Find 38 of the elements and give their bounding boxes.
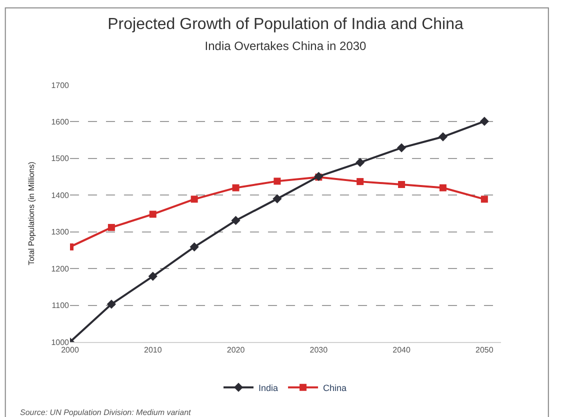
x-tick-label: 2000 <box>61 346 80 355</box>
point <box>190 196 198 203</box>
point <box>232 184 240 192</box>
legend-label: India <box>258 382 278 393</box>
point <box>396 143 406 152</box>
point <box>108 224 115 231</box>
y-tick-label: 1700 <box>51 80 70 90</box>
point <box>106 300 116 309</box>
y-tick-label: 1400 <box>51 190 70 200</box>
y-tick-label: 1200 <box>51 264 70 274</box>
x-tick-label: 2030 <box>310 346 328 355</box>
legend-label: China <box>323 382 347 393</box>
point <box>356 158 365 168</box>
source-note: Source: UN Population Division: Medium variant <box>20 408 192 417</box>
y-tick-label: 1500 <box>51 154 70 164</box>
x-tick-label: 2040 <box>392 346 411 355</box>
point <box>274 178 281 185</box>
point <box>439 184 446 192</box>
point <box>148 272 158 281</box>
y-tick-label: 1100 <box>52 301 70 310</box>
chart-subtitle: India Overtakes China in 2030 <box>204 38 367 53</box>
point <box>231 216 240 226</box>
y-tick-label: 1600 <box>51 118 70 127</box>
x-tick-label: 2020 <box>226 346 246 355</box>
point <box>190 242 199 252</box>
y-tick-label: 1000 <box>51 338 70 347</box>
x-tick-label: 2010 <box>144 346 162 355</box>
point <box>356 178 364 186</box>
chart-title: Projected Growth of Population of India and China <box>108 16 464 34</box>
point <box>272 194 282 204</box>
x-tick-label: 2050 <box>476 346 494 355</box>
point <box>398 181 406 188</box>
point <box>480 196 488 203</box>
point <box>438 132 448 142</box>
point <box>480 116 489 126</box>
y-tick-label: 1300 <box>51 228 70 237</box>
point <box>149 210 156 218</box>
y-axis-title: Total Populations (in Millions) <box>26 161 36 266</box>
